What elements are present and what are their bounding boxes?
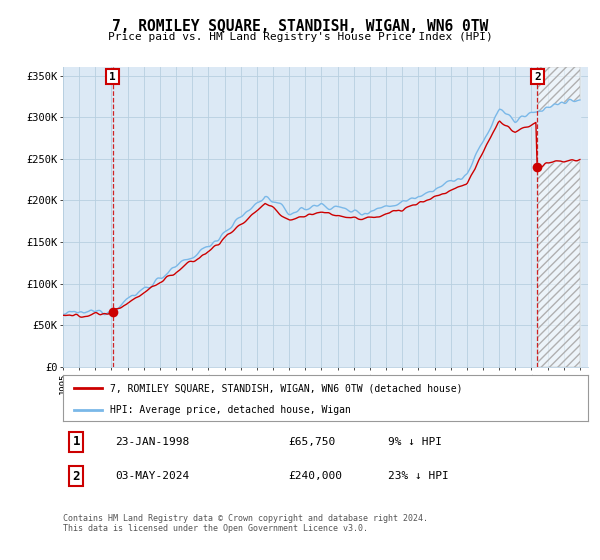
Text: 23% ↓ HPI: 23% ↓ HPI xyxy=(389,472,449,482)
Text: 1: 1 xyxy=(109,72,116,82)
Text: 23-JAN-1998: 23-JAN-1998 xyxy=(115,437,190,447)
Text: 7, ROMILEY SQUARE, STANDISH, WIGAN, WN6 0TW: 7, ROMILEY SQUARE, STANDISH, WIGAN, WN6 … xyxy=(112,19,488,34)
Text: 2: 2 xyxy=(534,72,541,82)
Text: 2: 2 xyxy=(73,470,80,483)
Text: 9% ↓ HPI: 9% ↓ HPI xyxy=(389,437,443,447)
Text: £65,750: £65,750 xyxy=(289,437,336,447)
Text: £240,000: £240,000 xyxy=(289,472,343,482)
Text: Contains HM Land Registry data © Crown copyright and database right 2024.
This d: Contains HM Land Registry data © Crown c… xyxy=(63,514,428,534)
Text: 03-MAY-2024: 03-MAY-2024 xyxy=(115,472,190,482)
Text: 7, ROMILEY SQUARE, STANDISH, WIGAN, WN6 0TW (detached house): 7, ROMILEY SQUARE, STANDISH, WIGAN, WN6 … xyxy=(110,383,463,393)
Text: Price paid vs. HM Land Registry's House Price Index (HPI): Price paid vs. HM Land Registry's House … xyxy=(107,32,493,43)
Text: HPI: Average price, detached house, Wigan: HPI: Average price, detached house, Wiga… xyxy=(110,405,351,414)
Text: 1: 1 xyxy=(73,435,80,448)
